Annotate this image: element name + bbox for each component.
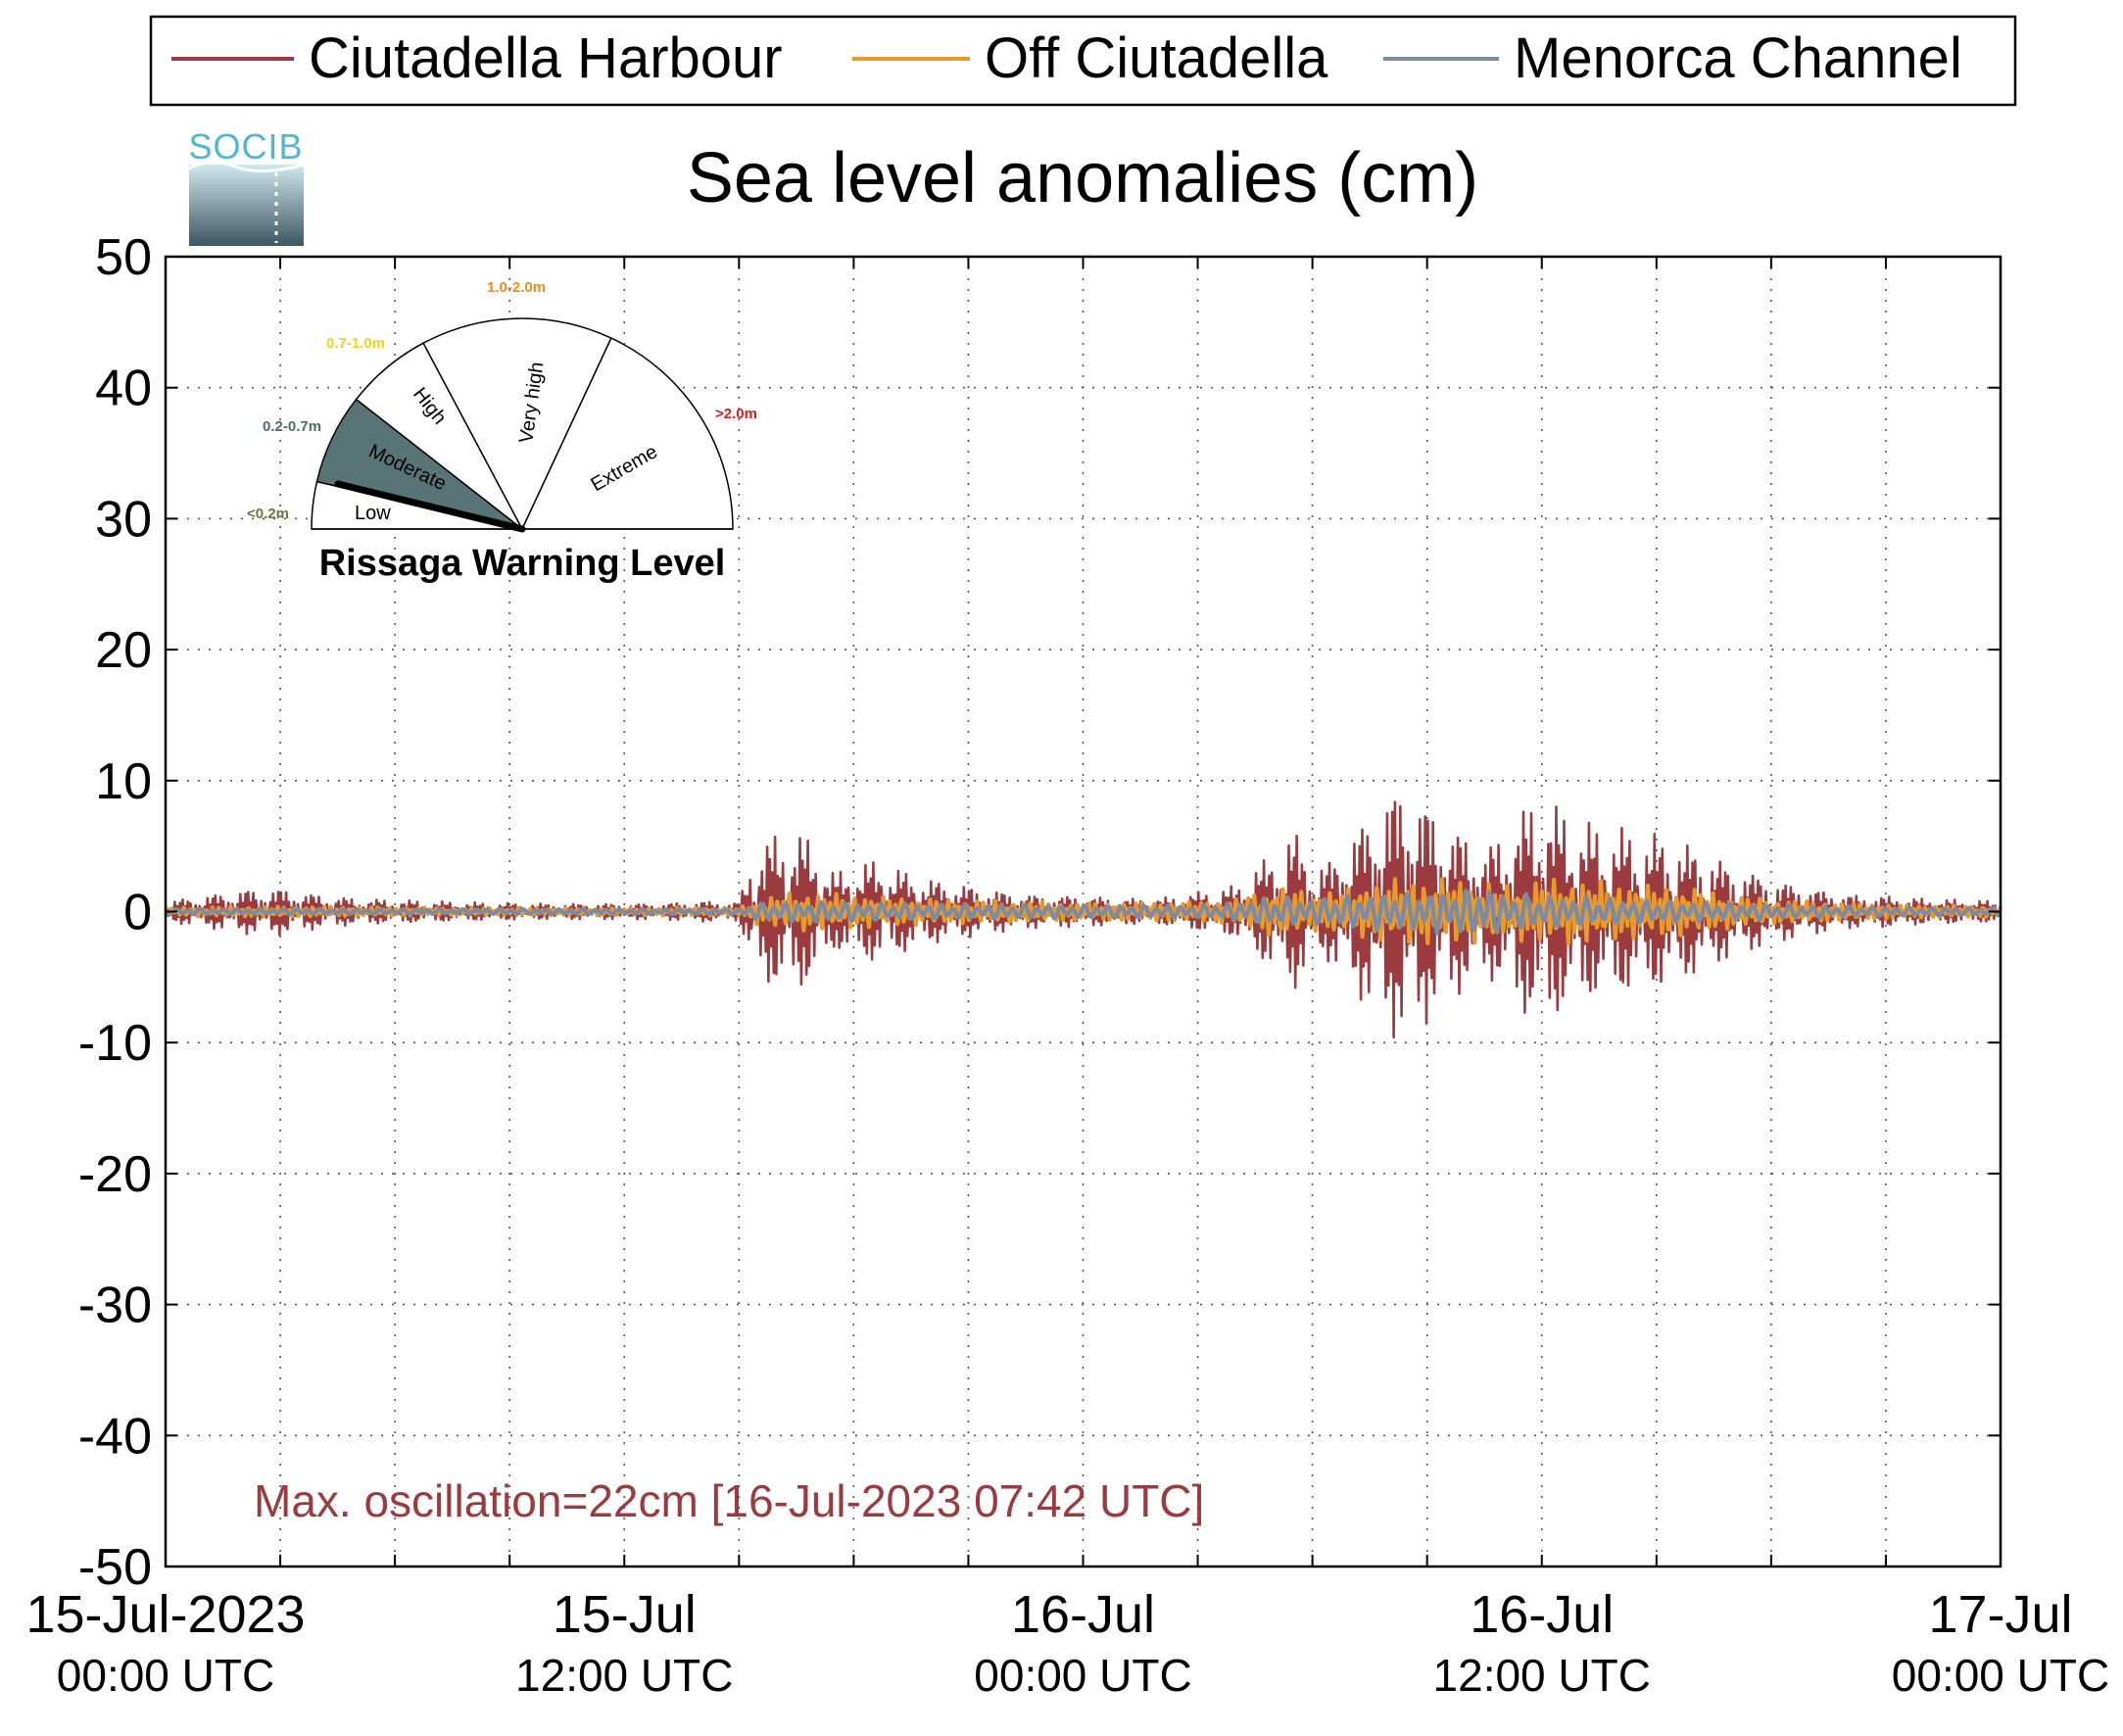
logo-gradient-block: [189, 165, 304, 246]
legend-label-off-ciutadella: Off Ciutadella: [985, 26, 1328, 90]
socib-logo: SOCIB: [188, 126, 305, 246]
y-tick-label: -50: [78, 1539, 152, 1596]
max-oscillation-annotation: Max. oscillation=22cm [16-Jul-2023 07:42…: [254, 1475, 1204, 1526]
series-layer: [164, 800, 2003, 1039]
logo-text: SOCIB: [188, 126, 303, 167]
gauge-sector-extreme: [520, 337, 734, 530]
gauge-range-very-high: 1.0-2.0m: [487, 279, 546, 296]
x-tick-sublabel: 12:00 UTC: [1433, 1650, 1651, 1701]
x-tick-label: 17-Jul: [1928, 1585, 2072, 1644]
gauge-range-low: <0.2m: [247, 506, 289, 522]
x-tick-sublabel: 00:00 UTC: [974, 1650, 1191, 1701]
gauge-sector-very-high: [422, 317, 612, 531]
rissaga-warning-gauge: Low Moderate High Very high Extreme <0.2…: [247, 279, 757, 584]
gauge-title: Rissaga Warning Level: [319, 543, 726, 584]
y-tick-label: 50: [95, 229, 152, 286]
y-tick-label: 40: [95, 361, 152, 417]
gauge-label-low: Low: [355, 503, 391, 524]
y-tick-label: -40: [78, 1408, 152, 1465]
y-tick-label: 30: [95, 491, 152, 548]
y-axis: -50 -40 -30 -20 -10 0 10 20 30 40 50: [78, 229, 2001, 1596]
y-tick-label: -10: [78, 1015, 152, 1072]
x-tick-sublabel: 12:00 UTC: [515, 1650, 733, 1701]
x-tick-sublabel: 00:00 UTC: [57, 1650, 274, 1701]
logo-wave-icon: [188, 161, 305, 173]
y-tick-label: 10: [95, 753, 152, 810]
legend: Ciutadella Harbour Off Ciutadella Menorc…: [149, 15, 2017, 107]
x-tick-label: 15-Jul-2023: [25, 1585, 305, 1644]
gauge-range-moderate: 0.2-0.7m: [263, 418, 321, 435]
x-tick-label: 16-Jul: [1470, 1585, 1614, 1644]
y-tick-label: 20: [95, 622, 152, 679]
x-tick-label: 15-Jul: [553, 1585, 697, 1644]
legend-label-ciutadella-harbour: Ciutadella Harbour: [309, 26, 783, 90]
legend-box: [149, 15, 2017, 107]
gauge-needle: [334, 480, 526, 533]
series-line-menorca-channel: [164, 888, 2002, 936]
y-tick-label: -30: [78, 1278, 152, 1334]
x-axis: 15-Jul-2023 00:00 UTC 15-Jul 12:00 UTC 16-Ju…: [25, 257, 2109, 1701]
gauge-range-extreme: >2.0m: [715, 406, 757, 422]
x-tick-sublabel: 00:00 UTC: [1892, 1650, 2109, 1701]
legend-label-menorca-channel: Menorca Channel: [1514, 26, 1962, 90]
x-tick-label: 16-Jul: [1011, 1585, 1155, 1644]
gauge-range-high: 0.7-1.0m: [326, 335, 385, 352]
y-tick-label: 0: [123, 885, 152, 941]
chart-title: Sea level anomalies (cm): [687, 139, 1478, 217]
y-tick-label: -20: [78, 1146, 152, 1203]
